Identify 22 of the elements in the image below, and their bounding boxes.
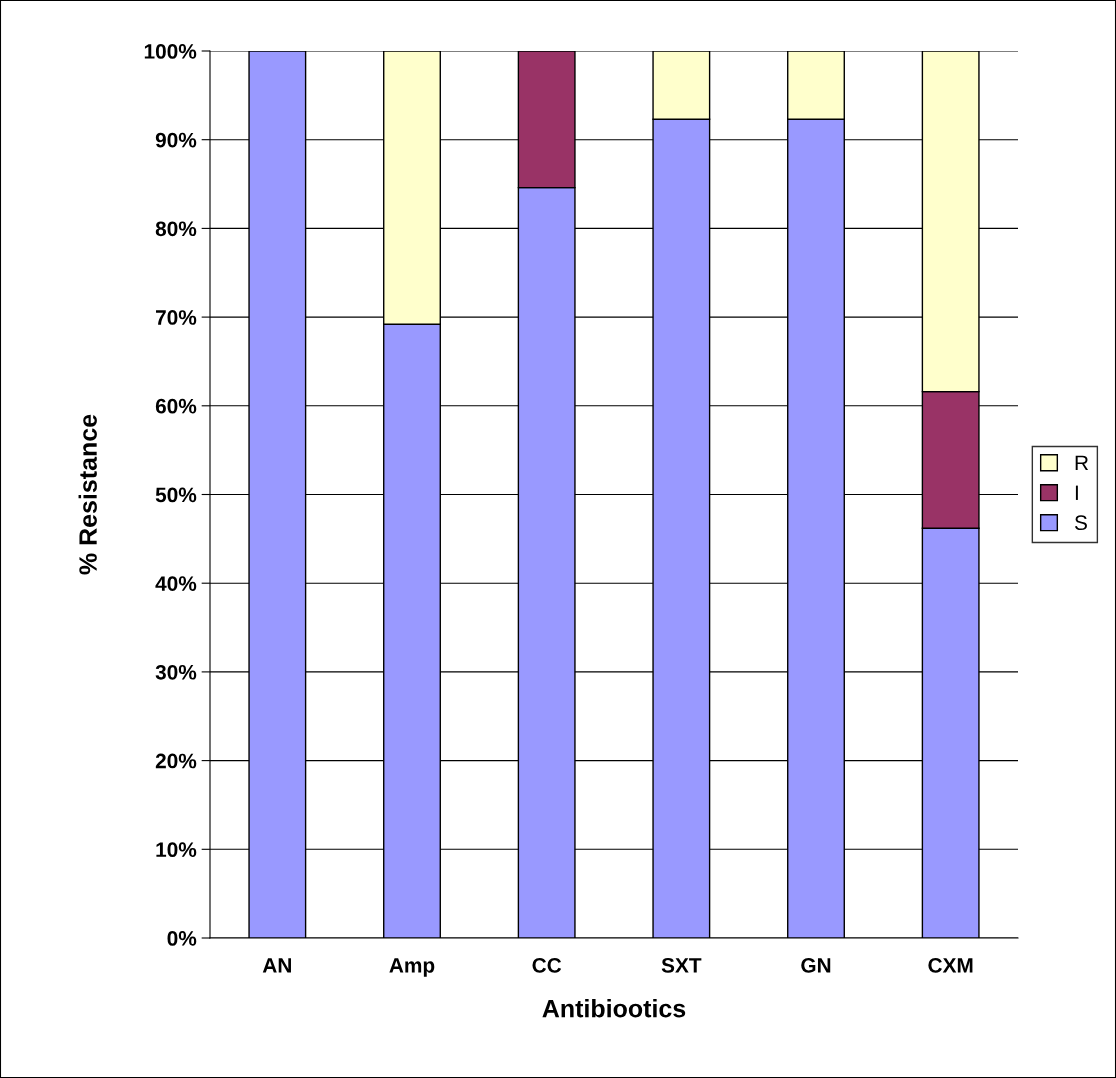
y-axis-title: % Resistance — [78, 414, 97, 575]
legend-label: I — [1075, 485, 1078, 500]
x-tick-label: AN — [262, 958, 291, 973]
x-tick-label: SXT — [661, 957, 702, 973]
x-tick-label: Amp — [389, 958, 435, 977]
y-tick-label: 0% — [167, 931, 197, 946]
y-tick-label: 50% — [155, 487, 197, 503]
y-tick-label: 40% — [155, 576, 197, 591]
y-tick-label: 30% — [155, 664, 197, 680]
legend-label: S — [1074, 515, 1087, 531]
y-tick-label: 60% — [155, 398, 197, 414]
y-tick-label: 10% — [156, 842, 197, 858]
y-tick-label: 100% — [144, 44, 197, 59]
x-tick-label: GN — [801, 957, 831, 973]
x-tick-label: CC — [532, 957, 562, 973]
x-axis-title: Antibiootics — [542, 999, 686, 1018]
y-tick-label: 80% — [155, 221, 197, 237]
y-tick-label: 70% — [156, 310, 197, 325]
y-tick-label: 20% — [155, 753, 197, 769]
y-tick-label: 90% — [155, 132, 197, 148]
legend-label: R — [1075, 455, 1089, 470]
x-tick-label: CXM — [928, 957, 973, 973]
